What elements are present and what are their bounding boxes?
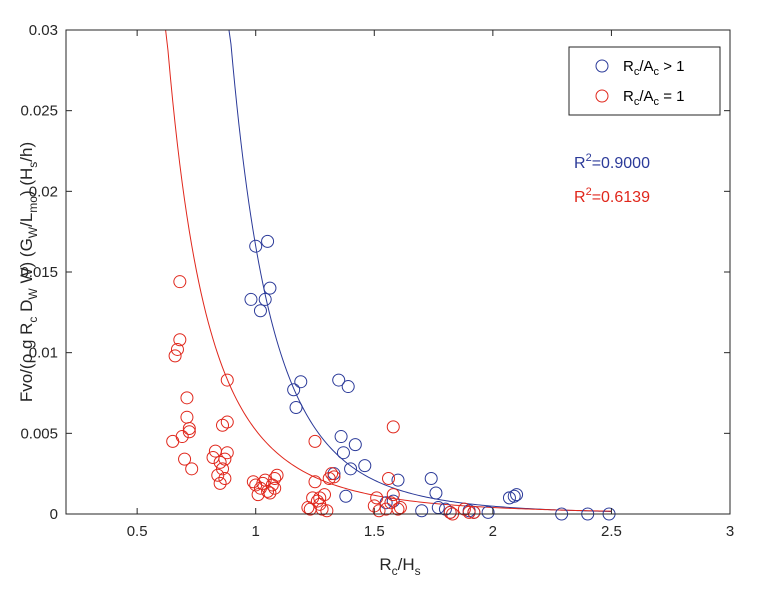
data-point-blue: [344, 462, 358, 476]
data-point-blue: [334, 430, 348, 444]
data-point-red: [462, 505, 476, 519]
legend-marker-blue: [595, 59, 609, 73]
data-point-red: [218, 472, 232, 486]
data-point-red: [256, 476, 270, 490]
data-point-blue: [258, 292, 272, 306]
data-point-blue: [289, 401, 303, 415]
data-point-red: [457, 502, 471, 516]
y-tick-label: 0.015: [20, 264, 58, 281]
data-point-blue: [507, 489, 521, 503]
data-point-red: [308, 434, 322, 448]
data-point-blue: [263, 281, 277, 295]
legend-box: [568, 46, 721, 116]
data-point-red: [317, 488, 331, 502]
data-point-red: [218, 452, 232, 466]
data-point-red: [386, 420, 400, 434]
data-point-red: [213, 476, 227, 490]
fit-curves: [137, 29, 612, 512]
y-tick-label: 0.02: [29, 183, 58, 200]
data-point-red: [220, 373, 234, 387]
data-point-red: [270, 468, 284, 482]
legend-label-red: Rc/Ac = 1: [623, 88, 684, 108]
data-point-blue: [348, 438, 362, 452]
x-tick-label: 2: [489, 523, 497, 540]
data-point-red: [320, 504, 334, 518]
data-point-red: [216, 418, 230, 432]
x-tick-label: 1.5: [364, 523, 385, 540]
data-point-red: [211, 468, 225, 482]
data-point-red: [175, 430, 189, 444]
data-point-red: [263, 486, 277, 500]
y-axis-ticks: 0 0.005 0.01 0.015 0.02 0.025 0.03: [20, 22, 730, 523]
y-axis-label: Fvo/(ρ g Rc DW W) (GW/Lmo) (Hs/h): [17, 142, 40, 402]
data-point-blue: [244, 292, 258, 306]
data-point-blue: [287, 383, 301, 397]
fit-curve-red: [137, 29, 612, 512]
data-point-red: [391, 502, 405, 516]
x-axis-label: Rc/Hs: [379, 555, 420, 578]
data-point-red: [386, 488, 400, 502]
data-point-red: [178, 452, 192, 466]
data-point-blue: [438, 502, 452, 516]
legend-label-blue: Rc/Ac > 1: [623, 58, 684, 78]
data-point-red: [443, 505, 457, 519]
y-tick-label: 0.03: [29, 22, 58, 39]
data-point-red: [268, 481, 282, 495]
data-point-red: [185, 462, 199, 476]
data-point-blue: [339, 489, 353, 503]
data-point-red: [382, 472, 396, 486]
data-point-red: [261, 484, 275, 498]
r2-annotation-red: R2=0.6139: [574, 186, 650, 206]
data-point-red: [467, 505, 481, 519]
data-point-red: [325, 467, 339, 481]
data-point-blue: [332, 373, 346, 387]
x-tick-label: 0.5: [127, 523, 148, 540]
data-point-blue: [294, 375, 308, 389]
legend-marker-red: [595, 89, 609, 103]
data-point-blue: [253, 304, 267, 318]
data-point-blue: [249, 239, 263, 253]
y-tick-label: 0: [50, 506, 58, 523]
data-point-red: [372, 504, 386, 518]
data-point-blue: [510, 488, 524, 502]
data-point-blue: [341, 380, 355, 394]
data-point-red: [182, 421, 196, 435]
data-point-blue: [358, 459, 372, 473]
x-tick-label: 2.5: [601, 523, 622, 540]
x-tick-label: 1: [252, 523, 260, 540]
data-point-red: [216, 462, 230, 476]
legend: Rc/Ac > 1 Rc/Ac = 1: [568, 46, 721, 116]
y-tick-label: 0.005: [20, 425, 58, 442]
data-point-red: [370, 491, 384, 505]
data-point-red: [268, 472, 282, 486]
data-point-blue: [386, 494, 400, 508]
data-point-red: [308, 475, 322, 489]
data-point-blue: [429, 486, 443, 500]
data-point-blue: [424, 472, 438, 486]
data-point-red: [168, 349, 182, 363]
y-tick-label: 0.01: [29, 345, 58, 362]
y-tick-label: 0.025: [20, 103, 58, 120]
data-point-red: [220, 446, 234, 460]
data-point-blue: [391, 473, 405, 487]
data-point-red: [213, 455, 227, 469]
data-point-red: [306, 491, 320, 505]
r2-annotation-blue: R2=0.9000: [574, 152, 650, 172]
data-points: [166, 234, 616, 521]
data-point-red: [170, 342, 184, 356]
data-point-red: [182, 425, 196, 439]
data-point-red: [173, 333, 187, 347]
data-point-blue: [415, 504, 429, 518]
x-axis-ticks: 0.5 1 1.5 2 2.5 3: [127, 30, 734, 540]
data-point-red: [327, 470, 341, 484]
data-point-blue: [261, 234, 275, 248]
data-point-red: [180, 391, 194, 405]
data-point-blue: [481, 505, 495, 519]
data-point-red: [173, 275, 187, 289]
data-point-blue: [336, 446, 350, 460]
data-point-red: [220, 415, 234, 429]
x-tick-label: 3: [726, 523, 734, 540]
data-point-red: [310, 494, 324, 508]
